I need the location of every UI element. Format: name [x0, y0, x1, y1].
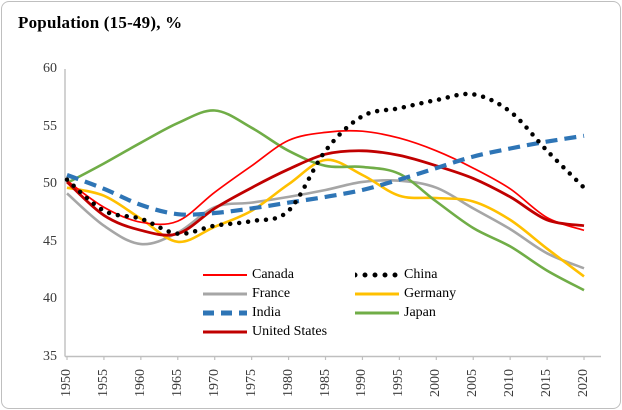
- legend-label-united-states: United States: [252, 324, 328, 339]
- series-line-china: [64, 91, 587, 237]
- y-tick-label: 60: [43, 61, 57, 76]
- x-tick-label: 1970: [206, 369, 222, 397]
- legend-swatch-canada: [203, 274, 247, 276]
- x-tick-label: 2015: [539, 369, 555, 397]
- legend-item-germany: Germany: [355, 285, 456, 303]
- y-tick-label: 50: [43, 176, 57, 192]
- x-tick-label: 1975: [243, 369, 259, 397]
- x-tick-label: 1995: [391, 369, 407, 397]
- legend-swatch-japan: [355, 311, 399, 315]
- legend-swatch-france: [203, 292, 247, 296]
- x-tick-label: 1985: [317, 369, 333, 397]
- x-tick-label: 1950: [59, 369, 74, 397]
- legend-swatch-germany: [355, 292, 399, 296]
- x-tick-label: 1965: [169, 369, 185, 397]
- x-tick-label: 1955: [95, 369, 111, 397]
- legend-label-india: India: [252, 305, 281, 320]
- series-line-germany: [66, 158, 585, 278]
- series-line-india: [66, 133, 585, 217]
- y-tick-label: 35: [43, 349, 57, 364]
- legend-item-france: France: [203, 285, 290, 303]
- series-line-japan: [66, 109, 585, 292]
- x-tick-label: 2005: [465, 369, 481, 397]
- x-tick-label: 1960: [132, 369, 148, 397]
- x-tick-label: 2020: [576, 369, 592, 397]
- y-tick-label: 55: [43, 118, 57, 134]
- series-line-united-states: [66, 149, 585, 237]
- y-tick-label: 40: [43, 291, 57, 307]
- legend-item-united-states: United States: [203, 323, 327, 341]
- legend-swatch-united-states: [203, 330, 247, 334]
- legend-item-india: India: [203, 304, 281, 322]
- legend-item-canada: Canada: [203, 266, 294, 284]
- y-tick-label: 45: [43, 233, 57, 249]
- x-tick-label: 2010: [502, 369, 518, 397]
- legend-item-china: China: [355, 266, 437, 284]
- legend-label-france: France: [252, 286, 291, 301]
- legend-item-japan: Japan: [355, 304, 436, 322]
- series-line-france: [66, 178, 585, 270]
- x-tick-label: 1980: [280, 369, 296, 397]
- chart-title: Population (15-49), %: [18, 13, 183, 32]
- legend-label-canada: Canada: [252, 267, 294, 282]
- x-tick-label: 1990: [354, 369, 370, 397]
- legend-label-germany: Germany: [404, 286, 457, 301]
- legend-label-china: China: [404, 267, 438, 282]
- series-line-canada: [66, 129, 585, 232]
- legend-swatch-india: [203, 310, 247, 316]
- x-tick-label: 2000: [428, 369, 444, 397]
- legend-swatch-china: [355, 272, 399, 278]
- legend-label-japan: Japan: [404, 305, 436, 320]
